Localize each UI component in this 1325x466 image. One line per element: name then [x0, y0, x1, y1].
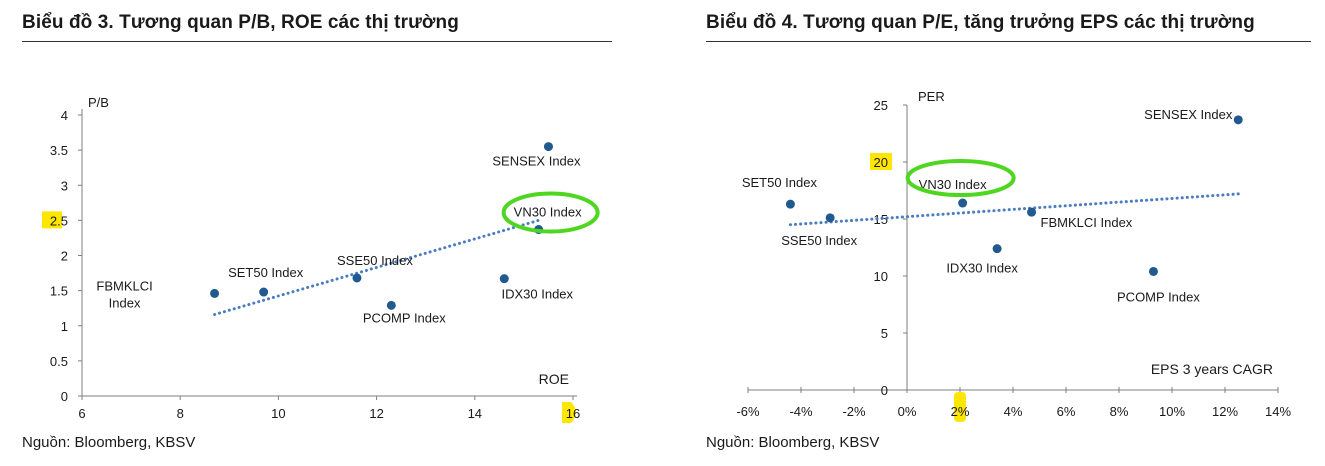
point-label-sse50: SSE50 Index	[337, 253, 413, 268]
y-tick-label: 0	[881, 383, 888, 398]
x-tick-label: 4%	[1004, 404, 1023, 419]
label-line: Index	[109, 295, 141, 310]
point-label-set50: SET50 Index	[228, 265, 304, 280]
point-idx30	[992, 244, 1002, 254]
y-tick-label: 1.5	[50, 284, 68, 299]
y-tick-label: 0.5	[50, 354, 68, 369]
title-underline	[706, 41, 1311, 42]
chart-title: Biểu đồ 3. Tương quan P/B, ROE các thị t…	[22, 12, 459, 33]
y-tick-label: 0	[61, 389, 68, 404]
highlight-ring	[905, 159, 1016, 198]
x-tick-label: 10%	[1159, 404, 1185, 419]
x-tick-label: 12	[369, 406, 383, 421]
y-tick-label: 25	[874, 98, 888, 113]
chart-panel-pb-roe: Biểu đồ 3. Tương quan P/B, ROE các thị t…	[0, 0, 640, 466]
x-tick-label: -2%	[842, 404, 866, 419]
point-label-fbmklci: FBMKLCI Index	[1041, 215, 1133, 230]
y-axis-title: P/B	[88, 95, 109, 110]
point-fbmklci	[1027, 207, 1037, 217]
trendline	[788, 192, 1240, 227]
y-axis-title: PER	[918, 89, 945, 104]
highlight-marker	[870, 153, 892, 170]
point-label-sensex: SENSEX Index	[492, 154, 581, 169]
x-axis-title: ROE	[539, 371, 569, 387]
chart-panel-pe-eps: Biểu đồ 4. Tương quan P/E, tăng trưởng E…	[700, 0, 1325, 466]
title-underline	[22, 41, 612, 42]
point-label-pcomp: PCOMP Index	[363, 310, 446, 325]
source-note: Nguồn: Bloomberg, KBSV	[706, 434, 880, 451]
x-tick-label: -6%	[736, 404, 760, 419]
point-sse50	[825, 213, 835, 223]
point-label-fbmklci: FBMKLCI Index	[96, 278, 152, 310]
y-tick-label: 4	[61, 108, 68, 123]
x-tick-label: 8	[177, 406, 184, 421]
point-label-sensex: SENSEX Index	[1144, 107, 1233, 122]
highlight-ring	[501, 191, 600, 234]
highlight-marker	[954, 392, 966, 422]
x-tick-label: -4%	[789, 404, 813, 419]
x-tick-label: 2%	[951, 404, 970, 419]
x-tick-label: 14%	[1265, 404, 1291, 419]
point-label-idx30: IDX30 Index	[946, 261, 1018, 276]
point-set50	[259, 287, 269, 297]
point-label-idx30: IDX30 Index	[501, 287, 573, 302]
point-label-vn30: VN30 Index	[919, 177, 987, 192]
x-tick-label: 8%	[1110, 404, 1129, 419]
x-tick-label: 10	[271, 406, 285, 421]
point-label-pcomp: PCOMP Index	[1117, 289, 1200, 304]
x-tick-label: 16	[566, 406, 580, 421]
point-sensex	[1233, 115, 1243, 125]
y-tick-label: 5	[881, 326, 888, 341]
y-tick-label: 15	[874, 212, 888, 227]
point-set50	[785, 199, 795, 209]
point-pcomp	[386, 300, 396, 310]
source-note: Nguồn: Bloomberg, KBSV	[22, 434, 196, 451]
point-sse50	[352, 273, 362, 283]
point-vn30	[958, 198, 968, 208]
y-tick-label: 3	[61, 178, 68, 193]
x-tick-label: 12%	[1212, 404, 1238, 419]
label-line: FBMKLCI	[96, 278, 152, 293]
trendline	[213, 218, 541, 317]
point-fbmklci	[210, 288, 220, 298]
y-tick-label: 20	[874, 155, 888, 170]
y-tick-label: 2.5	[50, 213, 68, 228]
scatter-chart-pe-eps: 0 5 10 15 20 25 -6% -4% -2% 0% 2% 4% 6% 8% 10% 12% 14% PE…	[736, 89, 1291, 422]
y-tick-label: 10	[874, 269, 888, 284]
highlight-marker	[42, 211, 62, 229]
x-tick-label: 0%	[898, 404, 917, 419]
x-axis-title: EPS 3 years CAGR	[1151, 361, 1273, 377]
y-tick-label: 2	[61, 249, 68, 264]
x-tick-label: 14	[468, 406, 482, 421]
scatter-chart-pb-roe: 0 0.5 1 1.5 2 2.5 3 3.5 4 6 8 10 12 14 16 P/B ROE FBMKLCI…	[42, 95, 600, 423]
point-idx30	[499, 274, 509, 284]
point-label-sse50: SSE50 Index	[781, 233, 857, 248]
point-label-set50: SET50 Index	[742, 175, 818, 190]
chart-title: Biểu đồ 4. Tương quan P/E, tăng trưởng E…	[706, 12, 1255, 33]
x-tick-label: 6%	[1057, 404, 1076, 419]
point-pcomp	[1148, 266, 1158, 276]
highlight-marker	[562, 402, 576, 423]
y-tick-label: 1	[61, 319, 68, 334]
y-tick-label: 3.5	[50, 143, 68, 158]
x-axis-title-box	[1135, 350, 1285, 376]
point-sensex	[543, 142, 553, 152]
x-tick-label: 6	[78, 406, 85, 421]
point-label-vn30: VN30 Index	[514, 205, 582, 220]
